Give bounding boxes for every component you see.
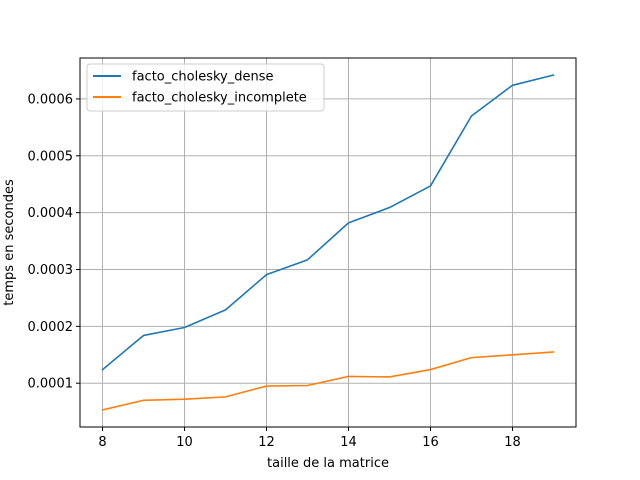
x-tick-label: 10	[176, 435, 193, 450]
series-line-incomplete	[101, 351, 555, 411]
x-tick-label: 18	[504, 435, 521, 450]
x-tick-label: 8	[98, 435, 106, 450]
series-line-dense	[101, 74, 555, 371]
y-tick-label: 0.0001	[28, 377, 74, 392]
x-tick-label: 12	[258, 435, 275, 450]
x-tick-label: 16	[422, 435, 439, 450]
y-tick-label: 0.0006	[28, 92, 74, 107]
grid	[80, 58, 576, 427]
legend-box	[86, 63, 325, 112]
y-tick-label: 0.0002	[28, 320, 74, 335]
plot-area-frame	[79, 57, 577, 428]
y-axis-ticks: 0.0001 0.0002 0.0003 0.0004 0.0005 0.0006	[28, 92, 80, 392]
y-axis-label: temps en secondes	[2, 179, 17, 306]
legend-label-incomplete: facto_cholesky_incomplete	[132, 91, 307, 106]
legend: facto_cholesky_dense facto_cholesky_inco…	[86, 63, 325, 112]
x-axis-label: taille de la matrice	[267, 456, 389, 471]
series-lines	[101, 74, 555, 411]
x-axis-ticks: 8 10 12 14 16 18	[98, 427, 521, 450]
x-tick-label: 14	[340, 435, 357, 450]
y-tick-label: 0.0005	[28, 149, 74, 164]
y-tick-label: 0.0003	[28, 263, 74, 278]
y-tick-label: 0.0004	[28, 206, 74, 221]
legend-label-dense: facto_cholesky_dense	[132, 70, 273, 85]
